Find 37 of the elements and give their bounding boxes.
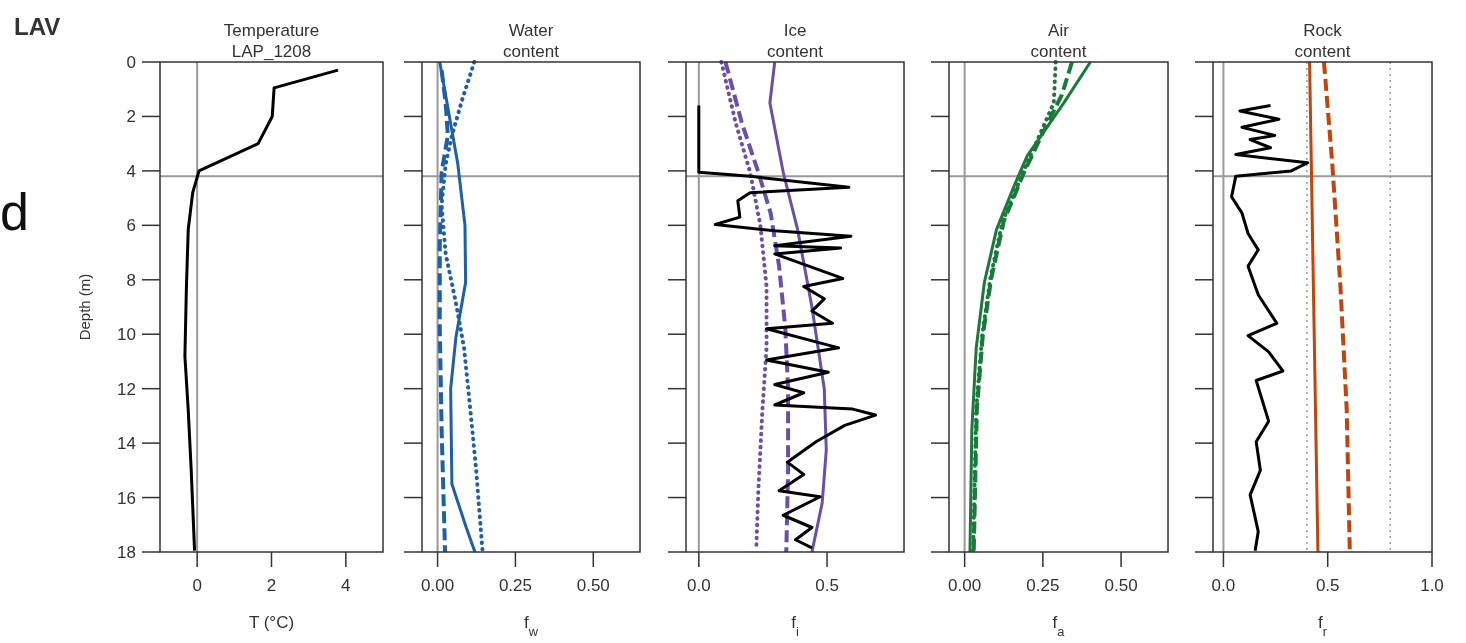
x-axis-title: T (°C) — [248, 613, 295, 632]
x-tick-label: 0.00 — [948, 576, 982, 595]
x-tick-label: 0.0 — [687, 576, 711, 595]
x-tick-label: 0.50 — [576, 576, 610, 595]
x-axis-title: f$_{r}$ — [1318, 613, 1328, 639]
x-tick-label: 0.25 — [1026, 576, 1060, 595]
x-tick-label: 0 — [192, 576, 202, 595]
chart-title: Air content — [1030, 21, 1087, 61]
x-axis-title: f$_{a}$ — [1052, 613, 1066, 639]
x-tick-label: 0.0 — [1211, 576, 1236, 595]
x-tick-label: 0.00 — [421, 576, 455, 595]
chart-title: Water content — [503, 21, 560, 61]
y-tick-label: 4 — [126, 161, 136, 181]
x-tick-label: 1.0 — [1420, 576, 1444, 595]
x-tick-label: 0.5 — [1315, 576, 1340, 595]
y-tick-label: 16 — [117, 488, 136, 508]
y-tick-label: 10 — [117, 325, 136, 345]
x-axis-title: f$_{i}$ — [791, 613, 799, 639]
chart-title: Rock content — [1294, 21, 1351, 61]
chart-title: Ice content — [767, 21, 824, 61]
y-tick-label: 6 — [126, 216, 136, 236]
x-tick-label: 2 — [266, 576, 277, 595]
x-axis-title: f$_{w}$ — [524, 613, 539, 639]
y-tick-label: 14 — [117, 434, 136, 454]
y-tick-label: 2 — [126, 107, 136, 127]
y-tick-label: 18 — [117, 542, 136, 562]
text: LAV — [14, 13, 61, 40]
x-tick-label: 4 — [341, 576, 351, 595]
y-tick-label: 12 — [117, 379, 136, 399]
y-tick-label: 0 — [126, 52, 136, 72]
x-tick-label: 0.5 — [815, 576, 839, 595]
x-tick-label: 0.50 — [1104, 576, 1138, 595]
y-tick-label: 8 — [126, 270, 136, 290]
chart-title: Temperature LAP_1208 — [223, 21, 320, 61]
y-axis-title: Depth (m) — [76, 273, 93, 341]
x-tick-label: 0.25 — [498, 576, 532, 595]
text: d — [0, 183, 29, 241]
